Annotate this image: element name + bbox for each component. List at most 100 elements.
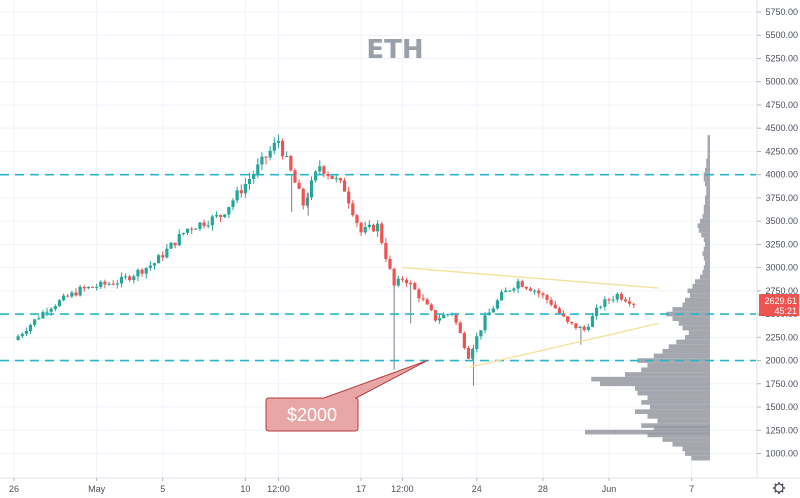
volume-profile-bar	[703, 237, 710, 243]
volume-profile-bar	[647, 362, 710, 368]
candle-body	[495, 300, 500, 309]
candle-body	[524, 286, 528, 289]
volume-profile-bar	[701, 232, 710, 238]
candle-body	[409, 283, 413, 285]
candle-body	[537, 290, 541, 294]
candle-body	[446, 314, 450, 316]
x-tick-label: 17	[356, 484, 366, 494]
candle-body	[421, 298, 425, 300]
y-tick-label: 1750.00	[765, 379, 798, 389]
volume-profile-bar	[707, 139, 710, 145]
candle-body	[508, 290, 512, 292]
volume-profile-bar	[682, 446, 710, 452]
candle-body	[140, 269, 144, 274]
candle-body	[632, 303, 636, 305]
volume-profile-bar	[662, 348, 710, 354]
candle-body	[429, 304, 433, 311]
candle-body	[528, 288, 533, 291]
volume-profile-bar	[705, 242, 710, 247]
candle-body	[82, 286, 86, 289]
volume-profile-bar	[647, 432, 710, 438]
volume-profile-bar	[702, 269, 710, 275]
candle-body	[161, 255, 165, 258]
candle-body	[479, 330, 483, 337]
candle-body	[231, 200, 235, 208]
candle-body	[471, 349, 475, 359]
candle-body	[285, 155, 289, 157]
candle-body	[566, 316, 570, 322]
candle-body	[533, 290, 537, 292]
volume-profile-bar	[668, 344, 710, 349]
volume-profile-bar	[703, 176, 710, 182]
x-tick-label: 7	[689, 484, 694, 494]
y-tick-label: 5500.00	[765, 30, 798, 40]
level-lines	[0, 173, 756, 362]
candle-body	[396, 278, 400, 286]
volume-profile-bar	[647, 395, 710, 401]
candle-body	[252, 174, 256, 179]
x-tick-label: 26	[9, 484, 19, 494]
candle-body	[619, 293, 623, 300]
x-tick-label: 24	[472, 484, 482, 494]
candle-body	[599, 306, 603, 308]
volume-profile-bar	[685, 334, 710, 340]
volume-profile-bar	[637, 358, 710, 363]
volume-profile-bar	[691, 455, 710, 461]
x-axis[interactable]: 26 May 5 10 12:00 17 12:00 24 28 Jun 7	[0, 477, 800, 494]
candle-body	[623, 299, 628, 302]
y-axis[interactable]: 1000.00 1250.00 1500.00 1750.00 2000.00 2250.…	[756, 0, 798, 478]
candle-body	[53, 306, 57, 309]
candle-body	[198, 222, 202, 229]
volume-profile-bar	[707, 135, 710, 140]
candle-body	[148, 265, 152, 268]
x-tick-label: Jun	[602, 484, 617, 494]
candle-body	[111, 283, 115, 285]
volume-profile-bar	[707, 144, 710, 150]
volume-profile-bar	[705, 200, 710, 205]
candle-body	[462, 333, 466, 349]
candle-body	[243, 183, 247, 194]
annotation-callout[interactable]: $2000	[265, 360, 428, 432]
candle-body	[247, 178, 252, 184]
candle-body	[165, 248, 169, 258]
candle-body	[570, 321, 574, 324]
y-tick-label: 5750.00	[765, 7, 798, 17]
candle-body	[210, 216, 214, 226]
candle-body	[289, 155, 293, 171]
y-tick-label: 4250.00	[765, 146, 798, 156]
candle-body	[305, 197, 309, 206]
y-tick-label: 5250.00	[765, 53, 798, 63]
candle-body	[359, 222, 363, 233]
triangle-upper-line[interactable]	[402, 266, 659, 289]
volume-profile-bar	[657, 418, 710, 424]
volume-profile-bar	[653, 426, 710, 431]
volume-profile-bar	[707, 153, 710, 159]
volume-profile-bar	[672, 307, 710, 312]
candle-body	[276, 140, 281, 143]
current-price-label: 2629.61	[764, 296, 797, 306]
volume-profile-bar	[635, 386, 710, 391]
candle-body	[392, 268, 396, 286]
callout-shape	[265, 360, 428, 432]
candle-body	[206, 225, 210, 227]
candle-body	[363, 226, 367, 233]
candle-body	[16, 336, 20, 341]
x-tick-label: 10	[240, 484, 250, 494]
candle-body	[128, 276, 132, 281]
candle-body	[347, 191, 351, 204]
volume-profile-bar	[625, 372, 710, 377]
volume-profile-bar	[706, 186, 710, 191]
candle-body	[301, 188, 305, 206]
gear-icon[interactable]	[773, 482, 785, 494]
volume-profile-bar	[706, 190, 710, 196]
y-tick-label: 2000.00	[765, 356, 798, 366]
candle-body	[272, 142, 276, 151]
volume-profile-bar	[641, 400, 710, 405]
candle-body	[202, 222, 206, 226]
triangle-lower-line[interactable]	[470, 322, 659, 368]
y-tick-label: 2250.00	[765, 332, 798, 342]
volume-profile-bar	[705, 195, 710, 201]
volume-profile-bar	[703, 265, 710, 270]
volume-profile-bar	[647, 413, 710, 419]
